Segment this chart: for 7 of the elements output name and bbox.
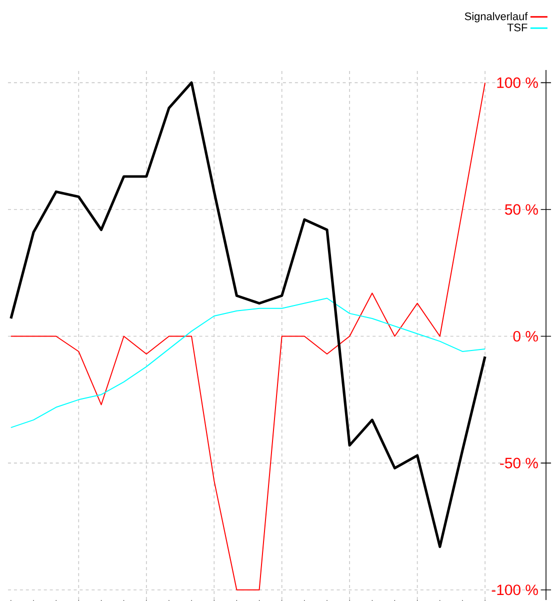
legend-label: TSF xyxy=(507,24,528,32)
y-tick-label: 100 % xyxy=(497,77,538,88)
legend-label: Signalverlauf xyxy=(464,12,528,22)
y-tick-label: 50 % xyxy=(505,204,538,215)
y-tick-label: -100 % xyxy=(492,584,538,596)
y-tick-label: -50 % xyxy=(500,458,538,468)
y-tick-label: 0 % xyxy=(513,330,538,342)
